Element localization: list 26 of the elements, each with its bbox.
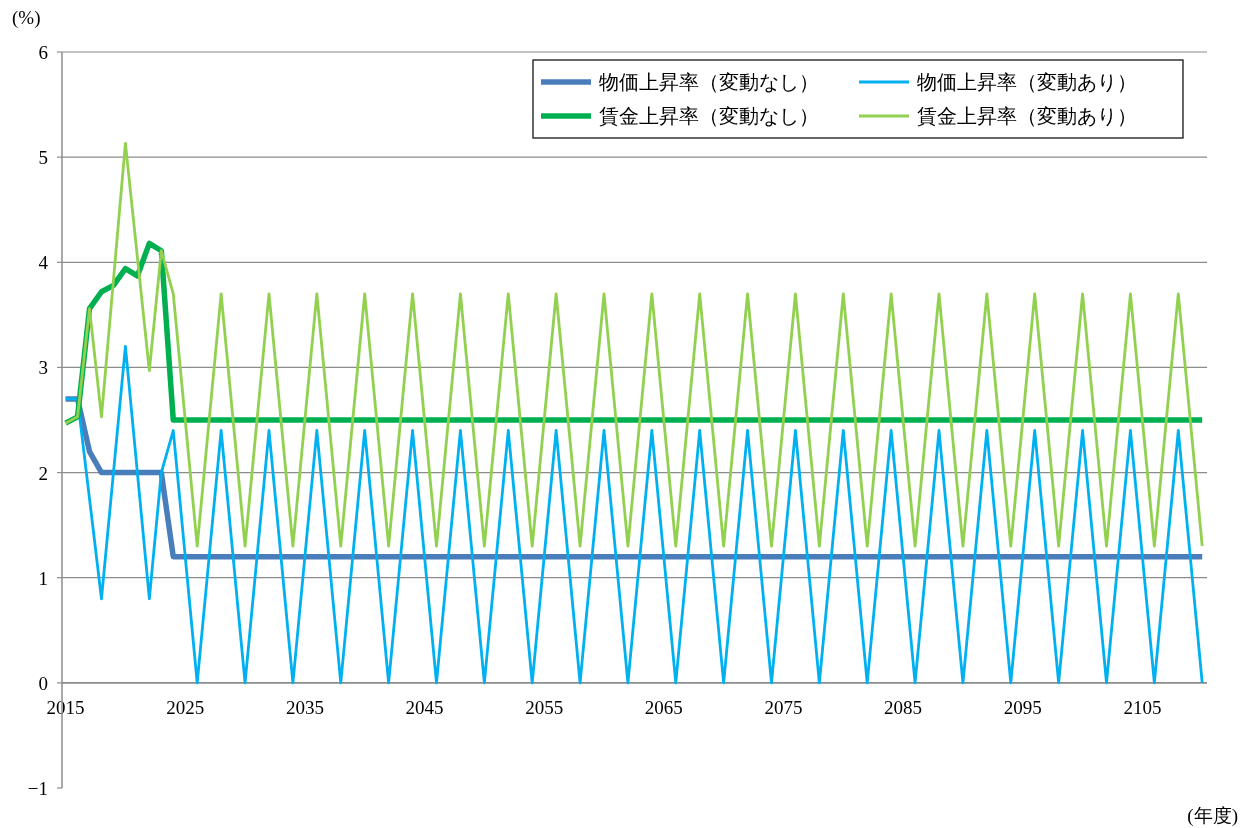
x-tick-label: 2095 <box>1003 696 1042 718</box>
x-axis-title: (年度) <box>1187 805 1238 827</box>
y-axis-title: (%) <box>12 7 41 29</box>
x-tick-label: 2075 <box>764 696 803 718</box>
x-tick-label: 2085 <box>884 696 923 718</box>
line-series <box>64 142 1204 548</box>
x-tick-label: 2015 <box>46 696 85 718</box>
x-tick-label: 2025 <box>166 696 205 718</box>
y-tick-label: 0 <box>38 672 48 694</box>
line-series <box>64 345 1204 685</box>
x-tick-label: 2055 <box>525 696 564 718</box>
y-tick-label: 4 <box>38 252 49 274</box>
legend-label: 賃金上昇率（変動あり） <box>917 105 1137 127</box>
legend-label: 物価上昇率（変動なし） <box>599 71 819 93</box>
x-tick-label: 2105 <box>1123 696 1162 718</box>
y-tick-label: 6 <box>38 42 48 63</box>
y-tick-label: 2 <box>38 462 48 484</box>
legend-label: 物価上昇率（変動あり） <box>917 71 1137 93</box>
x-tick-label: 2035 <box>285 696 324 718</box>
y-tick-label: 5 <box>38 147 48 169</box>
y-tick-label: −1 <box>27 778 48 799</box>
y-tick-label: 1 <box>38 567 48 589</box>
legend-label: 賃金上昇率（変動なし） <box>599 105 819 127</box>
y-tick-label: 3 <box>38 357 48 379</box>
x-tick-label: 2065 <box>644 696 683 718</box>
x-tick-label: 2045 <box>405 696 444 718</box>
